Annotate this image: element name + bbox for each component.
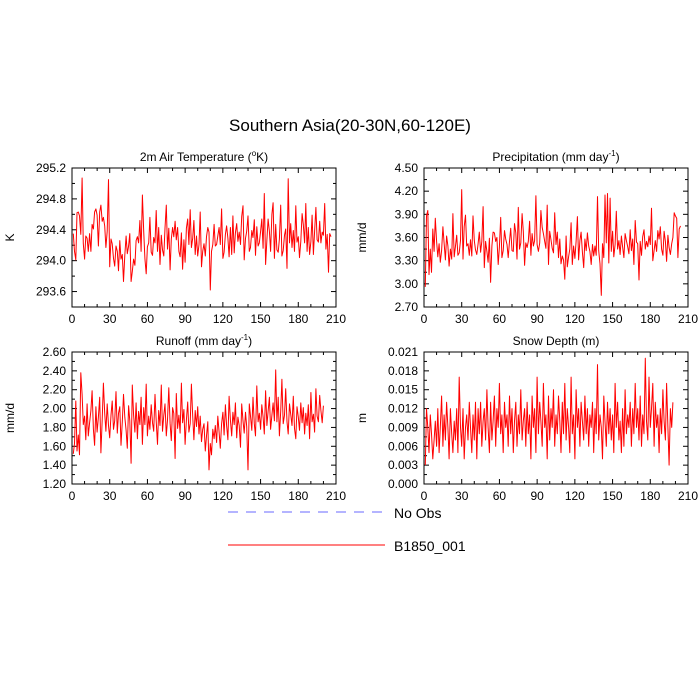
precipitation-title: Precipitation (mm day-1) [492,149,619,164]
snow-depth-ytick-label: 0.012 [388,402,418,416]
precipitation-xtick-label: 180 [640,312,660,326]
runoff-xtick-label: 90 [178,489,192,503]
runoff-xtick-label: 30 [103,489,117,503]
snow-depth-ytick-label: 0.009 [388,420,418,434]
precipitation-ytick-label: 2.70 [395,300,419,314]
snow-depth-xtick-label: 180 [640,489,660,503]
air-temperature-xtick-label: 120 [213,312,233,326]
precipitation-series-line [424,189,681,296]
panel-air-temperature: 2m Air Temperature (oK) K 0 30 60 90 120 150 180… [3,149,346,326]
legend-model-label: B1850_001 [394,538,466,554]
air-temperature-title: 2m Air Temperature (oK) [140,149,268,164]
runoff-series-line [72,369,324,471]
figure-title: Southern Asia(20-30N,60-120E) [229,116,471,135]
snow-depth-xtick-label: 120 [565,489,585,503]
snow-depth-xtick-label: 150 [603,489,623,503]
snow-depth-ytick-label: 0.006 [388,439,418,453]
runoff-ytick-label: 2.20 [43,383,67,397]
panel-snow-depth: Snow Depth (m) m 0 30 60 90 120 150 180 210 0.000 0… [355,334,698,503]
runoff-ytick-label: 1.60 [43,439,67,453]
precipitation-ytick-label: 3.00 [395,277,419,291]
air-temperature-xtick-label: 180 [288,312,308,326]
precipitation-xtick-label: 90 [530,312,544,326]
snow-depth-xtick-label: 0 [421,489,428,503]
precipitation-xtick-label: 210 [678,312,698,326]
runoff-xtick-label: 150 [251,489,271,503]
runoff-ytick-label: 2.60 [43,345,67,359]
runoff-xtick-label: 210 [326,489,346,503]
legend-obs-label: No Obs [394,505,441,521]
air-temperature-ylabel: K [3,233,17,241]
air-temperature-xtick-label: 60 [141,312,155,326]
snow-depth-xtick-label: 90 [530,489,544,503]
air-temperature-ytick-label: 294.0 [36,254,66,268]
snow-depth-ytick-label: 0.021 [388,345,418,359]
air-temperature-series-line [72,177,332,291]
air-temperature-plot-frame [71,167,337,308]
air-temperature-xtick-label: 90 [178,312,192,326]
runoff-xtick-label: 60 [141,489,155,503]
snow-depth-series-line [424,357,674,466]
snow-depth-ytick-label: 0.015 [388,383,418,397]
precipitation-ytick-label: 3.90 [395,207,419,221]
runoff-ytick-label: 2.40 [43,364,67,378]
snow-depth-title: Snow Depth (m) [513,334,600,348]
precipitation-ylabel: mm/d [355,223,369,253]
air-temperature-ytick-label: 295.2 [36,161,66,175]
snow-depth-ytick-label: 0.000 [388,477,418,491]
panel-precipitation: Precipitation (mm day-1) mm/d 0 30 60 90 120 15… [355,149,698,326]
air-temperature-ytick-label: 294.4 [36,223,66,237]
runoff-xtick-label: 180 [288,489,308,503]
air-temperature-xtick-label: 150 [251,312,271,326]
air-temperature-xtick-label: 30 [103,312,117,326]
precipitation-xtick-label: 30 [455,312,469,326]
snow-depth-ylabel: m [355,413,369,423]
precipitation-ytick-label: 4.20 [395,184,419,198]
precipitation-xtick-label: 0 [421,312,428,326]
air-temperature-xtick-label: 0 [69,312,76,326]
runoff-ylabel: mm/d [3,403,17,433]
panel-runoff: Runoff (mm day-1) mm/d 0 30 60 90 120 150 180 210… [3,333,346,503]
runoff-ytick-label: 2.00 [43,402,67,416]
runoff-xtick-label: 120 [213,489,233,503]
snow-depth-xtick-label: 60 [493,489,507,503]
runoff-title: Runoff (mm day-1) [156,333,252,348]
precipitation-xtick-label: 150 [603,312,623,326]
precipitation-ytick-label: 3.30 [395,254,419,268]
runoff-xtick-label: 0 [69,489,76,503]
precipitation-xtick-label: 60 [493,312,507,326]
air-temperature-ytick-label: 294.8 [36,192,66,206]
snow-depth-ytick-label: 0.018 [388,364,418,378]
snow-depth-xtick-label: 210 [678,489,698,503]
runoff-ytick-label: 1.40 [43,458,67,472]
precipitation-ytick-label: 3.60 [395,231,419,245]
precipitation-xtick-label: 120 [565,312,585,326]
runoff-ytick-label: 1.20 [43,477,67,491]
legend: No Obs B1850_001 [228,505,466,554]
snow-depth-ytick-label: 0.003 [388,458,418,472]
air-temperature-xtick-label: 210 [326,312,346,326]
snow-depth-xtick-label: 30 [455,489,469,503]
air-temperature-ytick-label: 293.6 [36,285,66,299]
runoff-ytick-label: 1.80 [43,420,67,434]
precipitation-ytick-label: 4.50 [395,161,419,175]
